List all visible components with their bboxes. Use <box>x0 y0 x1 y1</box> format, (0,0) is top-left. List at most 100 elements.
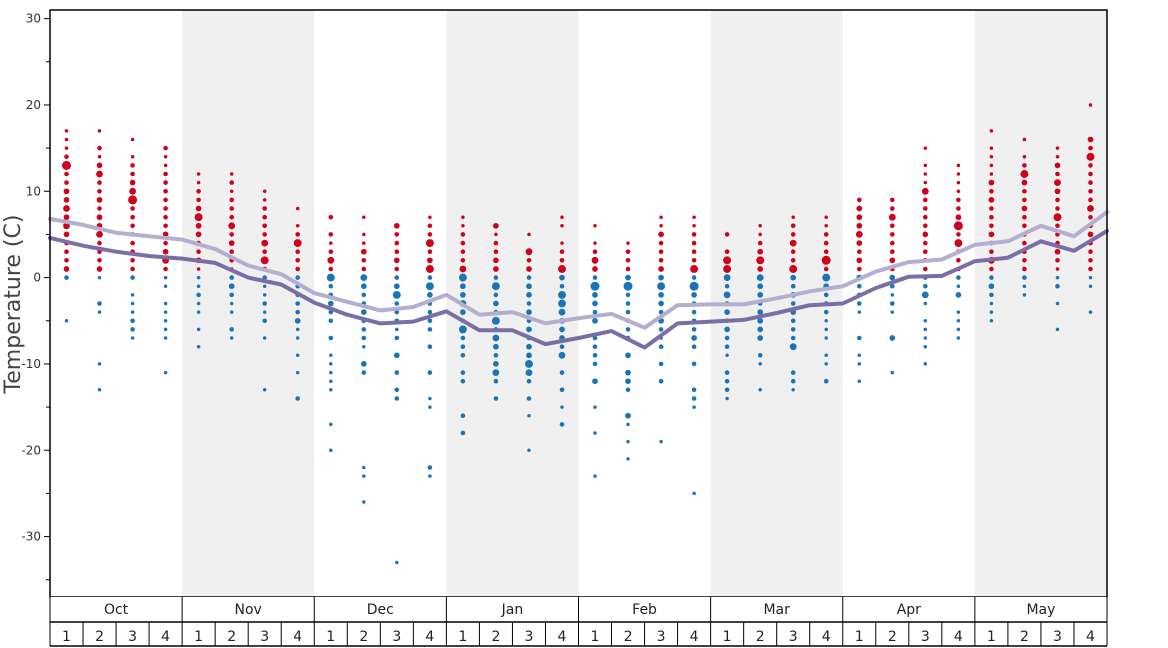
temperature-dot <box>1088 258 1093 263</box>
temperature-dot <box>789 265 798 273</box>
temperature-dot <box>130 155 135 159</box>
temperature-dot <box>295 327 300 332</box>
temperature-dot <box>1054 162 1061 169</box>
temperature-dot <box>130 336 135 340</box>
temperature-dot <box>725 353 729 358</box>
temperature-dot <box>163 163 168 168</box>
temperature-dot <box>262 206 268 211</box>
temperature-dot <box>593 224 597 228</box>
temperature-dot <box>890 240 895 246</box>
temperature-dot <box>625 258 631 263</box>
temperature-dot <box>889 257 896 264</box>
temperature-dot <box>362 465 366 470</box>
temperature-dot <box>393 352 400 359</box>
temperature-dot <box>691 232 697 237</box>
temperature-dot <box>1022 266 1027 272</box>
temperature-dot <box>1022 258 1027 263</box>
temperature-dot <box>757 326 764 333</box>
temperature-dot <box>328 232 334 237</box>
temperature-dot <box>923 146 928 150</box>
temperature-dot <box>625 301 631 306</box>
temperature-dot <box>295 301 301 306</box>
temperature-dot <box>956 336 961 340</box>
temperature-dot <box>691 344 697 350</box>
temperature-dot <box>491 282 500 291</box>
temperature-dot <box>393 257 400 264</box>
temperature-dot <box>129 179 136 186</box>
temperature-dot <box>559 274 565 281</box>
week-label: 1 <box>591 629 600 645</box>
temperature-dot <box>526 275 532 280</box>
temperature-dot <box>757 283 764 290</box>
temperature-dot <box>97 258 102 263</box>
temperature-dot <box>625 309 631 315</box>
temperature-dot <box>64 171 69 177</box>
temperature-dot <box>427 223 433 229</box>
temperature-dot <box>592 361 598 367</box>
week-label: 2 <box>888 629 897 645</box>
temperature-dot <box>1021 179 1028 186</box>
temperature-dot <box>658 249 664 254</box>
temperature-dot <box>64 249 69 254</box>
temperature-dot <box>691 275 697 280</box>
temperature-dot <box>196 267 201 271</box>
temperature-dot <box>526 326 532 333</box>
temperature-dot <box>526 292 532 298</box>
temperature-dot <box>659 215 663 219</box>
y-tick-label: -20 <box>21 443 41 457</box>
temperature-dot <box>525 369 533 376</box>
temperature-dot <box>821 255 831 265</box>
temperature-dot <box>923 172 928 176</box>
temperature-dot <box>427 292 433 298</box>
temperature-dot <box>361 370 367 375</box>
temperature-dot <box>1088 103 1093 107</box>
temperature-dot <box>1054 248 1061 255</box>
temperature-dot <box>724 387 730 393</box>
month-label: Apr <box>897 602 921 618</box>
temperature-dot <box>329 448 333 453</box>
temperature-dot <box>560 241 564 245</box>
temperature-dot <box>1088 284 1093 288</box>
temperature-dot <box>1088 189 1093 194</box>
temperature-dot <box>989 292 994 298</box>
temperature-dot <box>724 249 730 254</box>
week-label: 2 <box>359 629 368 645</box>
temperature-dot <box>97 129 102 133</box>
temperature-dot <box>295 309 301 315</box>
temperature-dot <box>592 275 598 280</box>
temperature-dot <box>427 275 433 280</box>
temperature-dot <box>559 258 565 263</box>
temperature-dot <box>196 301 201 306</box>
temperature-dot <box>659 439 663 444</box>
temperature-dot <box>954 239 963 248</box>
temperature-dot <box>956 197 961 203</box>
temperature-dot <box>988 197 995 203</box>
temperature-dot <box>591 256 599 264</box>
temperature-dot <box>790 274 797 281</box>
temperature-dot <box>592 249 598 254</box>
temperature-dot <box>229 310 234 314</box>
temperature-dot <box>857 283 862 289</box>
temperature-dot <box>427 318 433 324</box>
temperature-dot <box>790 370 796 375</box>
temperature-dot <box>329 370 333 375</box>
temperature-dot <box>758 388 762 392</box>
temperature-dot <box>64 180 69 185</box>
temperature-dot <box>527 448 531 453</box>
temperature-dot <box>691 249 697 254</box>
temperature-dot <box>293 239 302 248</box>
temperature-dot <box>294 317 301 324</box>
temperature-dot <box>559 370 565 375</box>
temperature-dot <box>988 231 995 238</box>
temperature-dot <box>1022 155 1027 159</box>
temperature-dot <box>923 336 928 340</box>
temperature-dot <box>823 240 829 246</box>
temperature-dot <box>857 310 862 314</box>
temperature-dot <box>889 274 896 281</box>
temperature-dot <box>857 266 862 272</box>
temperature-dot <box>460 413 466 419</box>
temperature-dot <box>1088 197 1093 203</box>
temperature-dot <box>890 223 895 229</box>
temperature-dot <box>757 240 763 246</box>
temperature-dot <box>1088 163 1093 168</box>
